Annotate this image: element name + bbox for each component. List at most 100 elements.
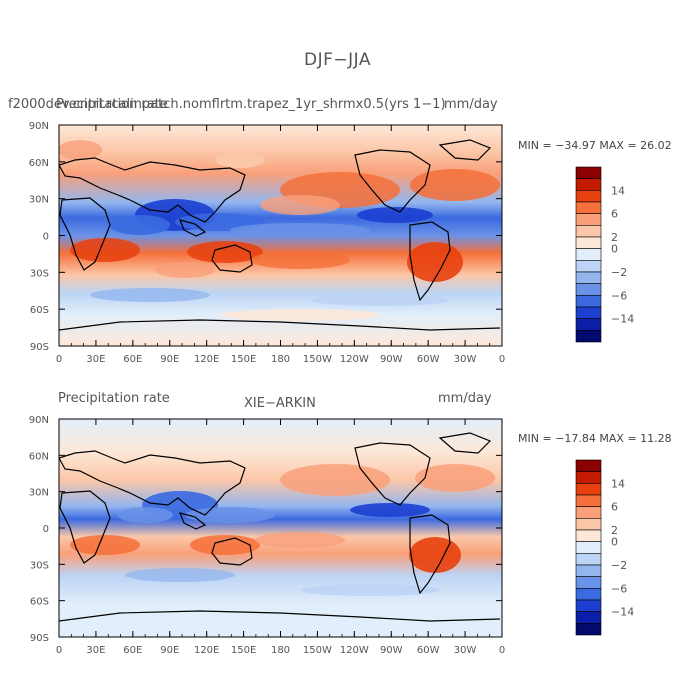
top-colorbar-swatch xyxy=(575,283,602,296)
top-colorbar-swatch xyxy=(575,166,602,179)
bottom-lat-label: 30N xyxy=(29,488,49,499)
bottom-lat-label: 90S xyxy=(30,633,49,644)
bottom-colorbar-swatch xyxy=(575,494,602,507)
bottom-lon-label: 30W xyxy=(454,645,477,656)
top-colorbar: 14 6 20 −2 −6 −14 xyxy=(575,166,634,343)
top-colorbar-label: 6 xyxy=(611,208,618,221)
top-lon-label: 60E xyxy=(123,354,142,365)
top-colorbar-label: 14 xyxy=(611,184,625,197)
bottom-colorbar-label: 0 xyxy=(611,536,618,549)
bottom-colorbar-label: 2 xyxy=(611,524,618,537)
top-colorbar-swatch xyxy=(575,236,602,249)
bottom-map-ticks: 0 30E 60E 90E 120E 150E 180 150W 120W 90W 60W 30W 09… xyxy=(29,415,505,656)
top-panel-units: mm/day xyxy=(444,97,498,112)
bottom-colorbar: 14 6 20 −2 −6 −14 xyxy=(575,459,634,636)
bottom-colorbar-swatch xyxy=(575,576,602,589)
top-lon-label: 0 xyxy=(499,354,505,365)
bottom-lon-label: 90E xyxy=(160,645,179,656)
bottom-colorbar-swatch xyxy=(575,518,602,531)
top-lat-label: 60N xyxy=(29,158,49,169)
top-panel-left-title: f2000dev.cntrl.rcalinpatch.nomflrtm.trap… xyxy=(8,97,446,112)
bottom-colorbar-label: 14 xyxy=(611,477,625,490)
bottom-lat-label: 30S xyxy=(30,560,49,571)
bottom-colorbar-label: −2 xyxy=(611,559,627,572)
top-min-label: MIN = xyxy=(518,139,556,152)
bottom-min-label: MIN = xyxy=(518,432,556,445)
bottom-colorbar-swatch xyxy=(575,529,602,542)
bottom-colorbar-swatch xyxy=(575,459,602,472)
bottom-lon-label: 150W xyxy=(303,645,332,656)
bottom-colorbar-swatch xyxy=(575,541,602,554)
bottom-colorbar-swatch xyxy=(575,623,602,636)
top-colorbar-swatch xyxy=(575,295,602,308)
bottom-max-label: MAX = xyxy=(599,432,641,445)
bottom-colorbar-label: −6 xyxy=(611,582,627,595)
top-map-ticks: 0 30E 60E 90E 120E 150E 180 150W 120W 90W 60W 30W 09… xyxy=(29,121,505,365)
top-colorbar-swatch xyxy=(575,213,602,226)
bottom-lat-label: 90N xyxy=(29,415,49,426)
top-lat-label: 30N xyxy=(29,195,49,206)
top-min-value: −34.97 xyxy=(555,139,596,152)
bottom-lon-label: 120W xyxy=(340,645,369,656)
top-max-value: 26.02 xyxy=(640,139,672,152)
top-map-coastlines xyxy=(59,139,501,331)
top-lon-label: 30E xyxy=(86,354,105,365)
top-colorbar-label: −6 xyxy=(611,289,627,302)
top-colorbar-swatch xyxy=(575,260,602,273)
bottom-colorbar-swatch xyxy=(575,483,602,496)
bottom-map-coastlines xyxy=(59,432,501,622)
bottom-map-field xyxy=(59,419,502,637)
top-lon-label: 30W xyxy=(454,354,477,365)
bottom-colorbar-swatch xyxy=(575,599,602,612)
top-colorbar-swatch xyxy=(575,271,602,284)
top-lon-label: 150W xyxy=(303,354,332,365)
bottom-colorbar-swatch xyxy=(575,588,602,601)
top-lat-label: 90N xyxy=(29,121,49,132)
bottom-lon-label: 0 xyxy=(499,645,505,656)
top-lon-label: 90E xyxy=(160,354,179,365)
top-lat-label: 90S xyxy=(30,342,49,353)
bottom-colorbar-swatch xyxy=(575,506,602,519)
bottom-lon-label: 90W xyxy=(380,645,403,656)
top-colorbar-swatch xyxy=(575,178,602,191)
bottom-colorbar-label: −14 xyxy=(611,606,634,619)
bottom-colorbar-swatch xyxy=(575,553,602,566)
top-panel-overlap-title: Precipitation rate xyxy=(56,97,168,112)
bottom-lon-label: 30E xyxy=(86,645,105,656)
top-colorbar-swatch xyxy=(575,225,602,238)
bottom-lon-label: 150E xyxy=(231,645,256,656)
bottom-lat-label: 0 xyxy=(43,524,49,535)
bottom-min-value: −17.84 xyxy=(555,432,596,445)
top-colorbar-swatch xyxy=(575,330,602,343)
bottom-lon-label: 60W xyxy=(417,645,440,656)
top-map-field xyxy=(59,125,502,346)
top-lon-label: 0 xyxy=(56,354,62,365)
bottom-lon-label: 0 xyxy=(56,645,62,656)
top-lon-label: 120W xyxy=(340,354,369,365)
bottom-panel-minmax: MIN = −17.84 MAX = 11.28 xyxy=(518,432,672,445)
bottom-panel-center-title: XIE−ARKIN xyxy=(244,396,316,411)
bottom-panel-units: mm/day xyxy=(438,391,492,406)
bottom-colorbar-label: 6 xyxy=(611,501,618,514)
bottom-lat-label: 60N xyxy=(29,451,49,462)
top-lat-label: 30S xyxy=(30,268,49,279)
bottom-panel-left-title: Precipitation rate xyxy=(58,391,170,406)
top-lon-label: 90W xyxy=(380,354,403,365)
bottom-max-value: 11.28 xyxy=(640,432,672,445)
top-lon-label: 180 xyxy=(271,354,290,365)
top-colorbar-swatch xyxy=(575,201,602,214)
top-colorbar-swatch xyxy=(575,248,602,261)
top-lon-label: 120E xyxy=(194,354,219,365)
figure-title: DJF−JJA xyxy=(304,50,371,70)
top-colorbar-label: 2 xyxy=(611,231,618,244)
top-max-label: MAX = xyxy=(599,139,641,152)
top-colorbar-swatch xyxy=(575,318,602,331)
bottom-lon-label: 120E xyxy=(194,645,219,656)
top-panel-minmax: MIN = −34.97 MAX = 26.02 xyxy=(518,139,672,152)
bottom-lat-label: 60S xyxy=(30,597,49,608)
bottom-lon-label: 60E xyxy=(123,645,142,656)
bottom-colorbar-swatch xyxy=(575,564,602,577)
top-colorbar-label: −14 xyxy=(611,313,634,326)
top-colorbar-swatch xyxy=(575,190,602,203)
